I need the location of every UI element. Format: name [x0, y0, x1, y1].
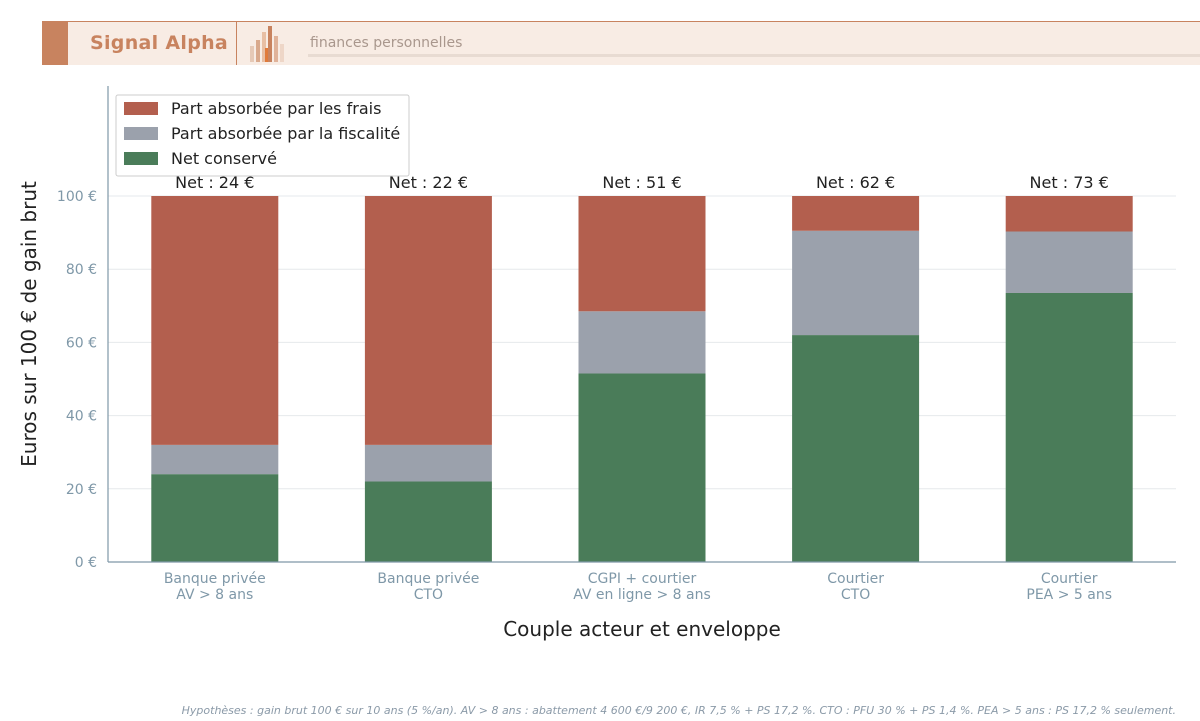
bar-part-absorbee-par-les-frais — [1005, 196, 1133, 232]
legend-label-part-absorbee-par-les-frais: Part absorbée par les frais — [171, 99, 381, 118]
x-tick-label: AV > 8 ans — [176, 587, 253, 603]
bar-net-conserve — [1005, 292, 1133, 562]
tagline-underline — [308, 54, 1200, 57]
legend-swatch-net-conserve — [124, 152, 158, 165]
net-annotation: Net : 51 € — [602, 173, 681, 192]
y-tick-label: 0 € — [75, 555, 97, 571]
x-axis-label: Couple acteur et enveloppe — [503, 617, 781, 641]
net-annotation: Net : 24 € — [175, 173, 254, 192]
x-tick-label: CTO — [414, 587, 443, 603]
y-tick-labels: 0 € 20 € 40 € 60 € 80 € 100 € — [57, 189, 97, 571]
axes — [107, 86, 1176, 563]
bar-net-conserve — [364, 481, 492, 562]
legend-swatch-part-absorbee-par-la-fiscalite — [124, 127, 158, 140]
y-tick-label: 40 € — [66, 409, 97, 425]
y-tick-label: 20 € — [66, 482, 97, 498]
x-tick-label: Banque privée — [164, 571, 266, 587]
legend-swatch-part-absorbee-par-les-frais — [124, 102, 158, 115]
banner-divider — [236, 22, 237, 65]
y-tick-label: 100 € — [57, 189, 97, 205]
y-axis-label: Euros sur 100 € de gain brut — [17, 181, 41, 467]
bar-part-absorbee-par-les-frais — [792, 196, 920, 231]
bar-part-absorbee-par-les-frais — [578, 196, 706, 312]
bar-part-absorbee-par-la-fiscalite — [151, 444, 279, 475]
banner-accent — [42, 22, 68, 65]
net-annotation: Net : 62 € — [816, 173, 895, 192]
x-tick-label: PEA > 5 ans — [1026, 587, 1112, 603]
x-tick-label: Courtier — [1041, 571, 1098, 587]
bar-part-absorbee-par-la-fiscalite — [792, 230, 920, 336]
bar-net-conserve — [151, 474, 279, 562]
bar-chart-logo-icon — [250, 26, 284, 62]
hypotheses-footnote: Hypothèses : gain brut 100 € sur 10 ans … — [181, 704, 1176, 717]
bar-net-conserve — [578, 373, 706, 562]
brand-name[interactable]: Signal Alpha — [90, 32, 229, 54]
y-tick-label: 60 € — [66, 335, 97, 351]
net-annotation: Net : 22 € — [389, 173, 468, 192]
bar-part-absorbee-par-la-fiscalite — [1005, 231, 1133, 293]
bar-part-absorbee-par-les-frais — [151, 196, 279, 445]
bars — [151, 196, 1133, 562]
bar-part-absorbee-par-la-fiscalite — [578, 311, 706, 374]
header-banner: Signal Alpha finances personnelles — [42, 21, 1200, 65]
x-tick-label: AV en ligne > 8 ans — [573, 587, 711, 603]
bar-part-absorbee-par-les-frais — [364, 196, 492, 445]
net-annotation: Net : 73 € — [1030, 173, 1109, 192]
bar-net-conserve — [792, 335, 920, 562]
y-tick-label: 80 € — [66, 262, 97, 278]
legend: Part absorbée par les frais Part absorbée… — [115, 94, 410, 177]
bar-part-absorbee-par-la-fiscalite — [364, 444, 492, 482]
legend-label-net-conserve: Net conservé — [171, 149, 277, 168]
x-tick-label: Banque privée — [377, 571, 479, 587]
x-tick-label: CGPI + courtier — [588, 571, 697, 587]
stacked-bar-chart: 0 €20 €40 €60 €80 €100 € Banque privéeAV… — [17, 86, 1176, 641]
legend-box — [115, 94, 410, 177]
tagline: finances personnelles — [310, 35, 463, 51]
x-tick-label: Courtier — [827, 571, 884, 587]
legend-label-part-absorbee-par-la-fiscalite: Part absorbée par la fiscalité — [171, 124, 400, 143]
net-annotations: Net : 24 € Net : 22 € Net : 51 € Net : 62 €… — [175, 173, 1109, 192]
x-tick-label: CTO — [841, 587, 870, 603]
